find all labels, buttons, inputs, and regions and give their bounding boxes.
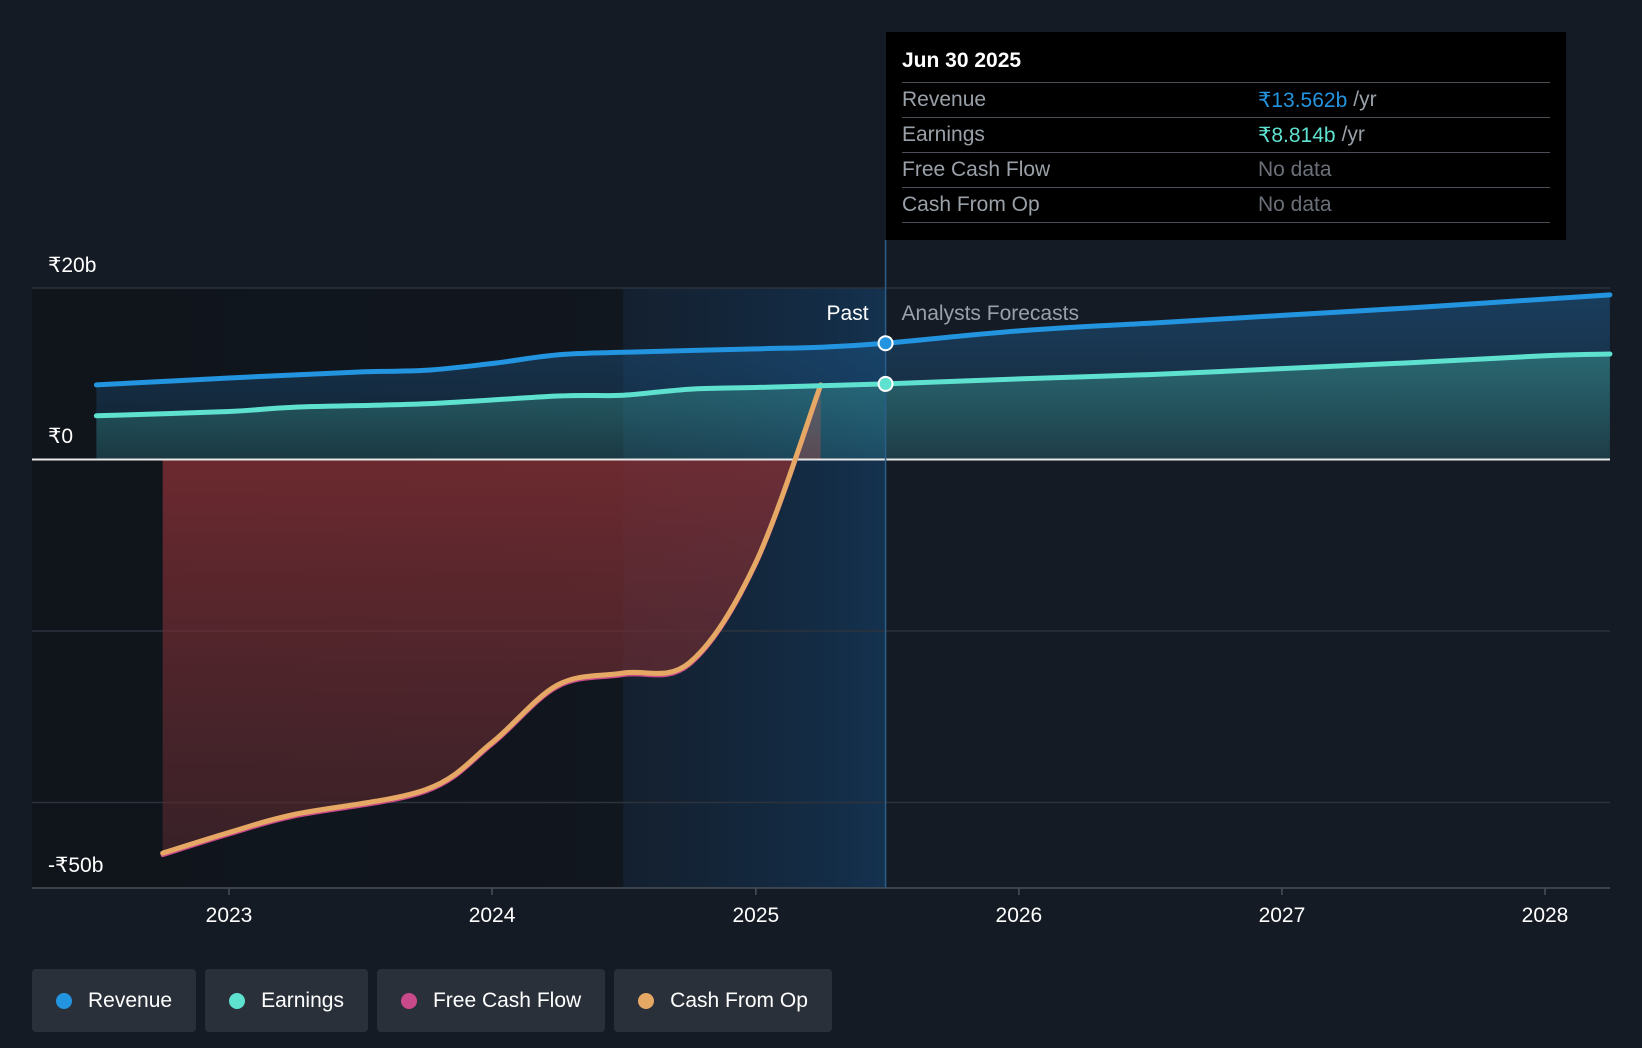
legend-item-earnings[interactable]: Earnings: [205, 969, 368, 1032]
tooltip-row-label: Revenue: [902, 88, 987, 111]
tooltip-row-label: Free Cash Flow: [902, 158, 1051, 181]
x-tick-label: 2025: [732, 904, 779, 927]
tooltip-row: Revenue ₹13.562b/yr: [902, 82, 1550, 117]
legend-item-revenue[interactable]: Revenue: [32, 969, 197, 1032]
tooltip-rows: Revenue ₹13.562b/yr Earnings ₹8.814b/yr Free…: [902, 82, 1550, 223]
legend-dot-icon: [56, 992, 72, 1009]
x-axis-ticks: 2023 2024 2025 2026 2027 2028: [206, 888, 1569, 927]
x-tick-label: 2024: [469, 904, 516, 927]
tooltip-row-label: Earnings: [902, 123, 985, 146]
legend-label: Revenue: [88, 988, 173, 1012]
tooltip-date: Jun 30 2025: [902, 49, 1022, 72]
tooltip-row: Free Cash Flow No data: [902, 152, 1550, 187]
tooltip-row: Earnings ₹8.814b/yr: [902, 117, 1550, 152]
y-axis-ticks: ₹20b ₹0 -₹50b: [48, 254, 103, 877]
legend-label: Cash From Op: [670, 988, 808, 1012]
earnings-area: [96, 354, 1610, 460]
earnings-line: [93, 351, 1613, 419]
forecast-label: Analysts Forecasts: [902, 302, 1079, 325]
legend-dot-icon: [638, 992, 655, 1009]
x-tick-label: 2023: [206, 904, 253, 927]
y-tick-label: ₹20b: [48, 254, 96, 277]
legend-label: Earnings: [261, 988, 344, 1012]
tooltip-row-value: No data: [1258, 158, 1332, 181]
tooltip-row-value: No data: [1258, 193, 1332, 216]
cash-from-op-line: [160, 382, 824, 856]
past-label: Past: [827, 302, 869, 325]
series-lines: [93, 292, 1613, 858]
legend-item-cash-from-op[interactable]: Cash From Op: [614, 969, 832, 1032]
legend-dot-icon: [400, 992, 417, 1009]
tooltip-row-value: ₹8.814b: [1258, 123, 1336, 147]
tooltip-row: Cash From Op No data: [902, 187, 1550, 223]
x-tick-label: 2028: [1522, 904, 1569, 927]
legend-label: Free Cash Flow: [432, 988, 582, 1012]
tooltip-row-label: Cash From Op: [902, 193, 1040, 216]
legend-dot-icon: [229, 992, 246, 1009]
x-tick-label: 2027: [1259, 904, 1306, 927]
legend: Revenue Earnings Free Cash Flow Cash From O…: [32, 969, 832, 1032]
tooltip: Jun 30 2025 Revenue ₹13.562b/yr Earnings ₹8…: [886, 32, 1566, 240]
legend-item-free-cash-flow[interactable]: Free Cash Flow: [376, 969, 606, 1032]
tooltip-row-value: ₹13.562b: [1258, 88, 1348, 112]
series-markers: [877, 335, 894, 392]
revenue-marker: [877, 335, 894, 352]
y-tick-label: -₹50b: [48, 854, 103, 877]
y-tick-label: ₹0: [48, 425, 73, 448]
x-tick-label: 2026: [996, 904, 1043, 927]
tooltip-row-unit: /yr: [1353, 88, 1377, 111]
tooltip-row-unit: /yr: [1341, 123, 1365, 146]
cash-flow-area: [162, 384, 821, 854]
earnings-marker: [877, 375, 894, 392]
revenue-line: [93, 292, 1613, 388]
